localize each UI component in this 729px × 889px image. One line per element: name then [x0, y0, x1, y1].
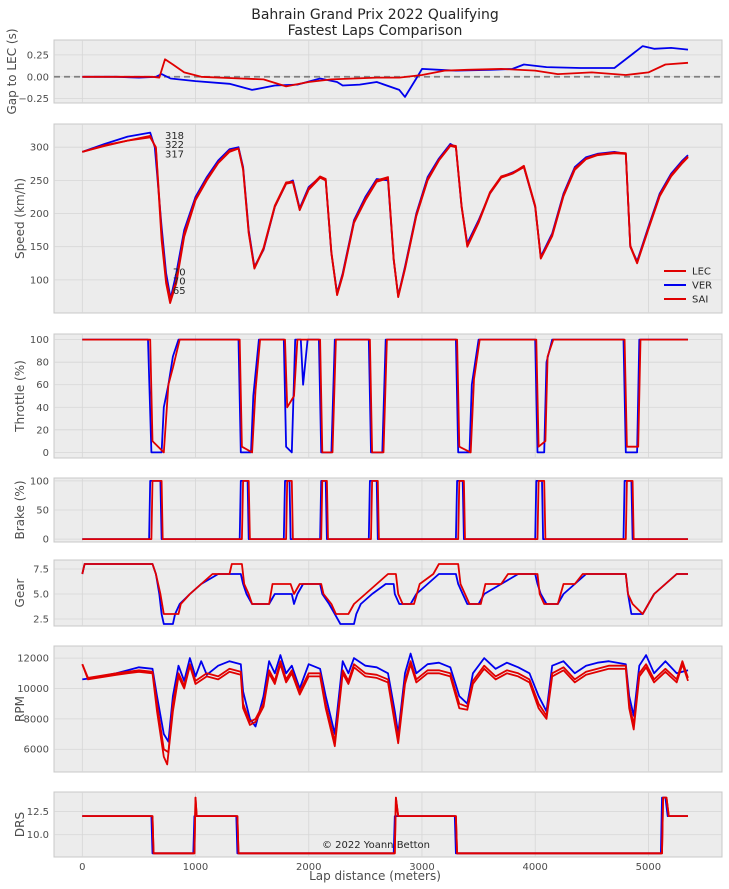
y-tick-label-throttle: 40 [36, 403, 49, 414]
y-tick-label-throttle: 60 [36, 380, 49, 391]
y-tick-label-rpm: 12000 [17, 654, 49, 665]
legend: LEC VER SAI [664, 267, 712, 306]
y-tick-label-speed: 300 [30, 143, 49, 154]
x-tick-label: 2000 [296, 862, 321, 873]
series-line-ver-rpm [82, 652, 689, 743]
y-axis-label-delta: Gap to LEC (s) [5, 28, 19, 114]
y-tick-label-speed: 150 [30, 242, 49, 253]
plot-area-drs [53, 791, 723, 858]
speed-annotation: 65 [173, 286, 186, 297]
y-tick-label-delta: −0.25 [18, 94, 49, 105]
speed-annotation: 70 [173, 267, 186, 278]
speed-annotation: 322 [165, 140, 184, 151]
y-tick-label-drs: 12.5 [27, 807, 49, 818]
x-tick-label: 1000 [183, 862, 208, 873]
plot-area-throttle [53, 333, 723, 459]
y-axis-label-throttle: Throttle (%) [13, 360, 27, 433]
panel-gear: 2.5 5.0 7.5 Gear [13, 559, 723, 627]
y-tick-label-gear: 5.0 [33, 590, 49, 601]
plot-area-delta [53, 39, 723, 104]
y-tick-label-brake: 100 [30, 476, 49, 487]
y-tick-label-delta: 0.00 [27, 72, 49, 83]
series-line-sai-drs [82, 796, 688, 855]
speed-annotation: 317 [165, 149, 184, 160]
plot-area-gear [53, 559, 723, 627]
y-tick-label-rpm: 8000 [24, 714, 49, 725]
legend-label-sai: SAI [692, 295, 708, 306]
panel-rpm: 6000 8000 10000 12000 RPM [13, 645, 723, 773]
y-tick-label-throttle: 0 [43, 448, 49, 459]
x-tick-label: 5000 [636, 862, 661, 873]
series-line-sai-delta [82, 58, 689, 88]
legend-label-ver: VER [692, 281, 712, 292]
x-tick-label: 3000 [409, 862, 434, 873]
series-line-sai-speed [82, 135, 689, 304]
y-tick-label-delta: 0.25 [27, 50, 49, 61]
chart-title: Bahrain Grand Prix 2022 Qualifying [251, 7, 499, 23]
y-tick-label-rpm: 10000 [17, 684, 49, 695]
chart-subtitle: Fastest Laps Comparison [288, 23, 463, 39]
series-line-ver-delta [82, 45, 689, 98]
y-tick-label-throttle: 80 [36, 358, 49, 369]
y-tick-label-gear: 7.5 [33, 565, 49, 576]
x-tick-label: 0 [79, 862, 85, 873]
y-axis-label-brake: Brake (%) [13, 480, 27, 539]
y-axis-label-gear: Gear [13, 578, 27, 607]
series-line-ver-throttle [82, 338, 688, 454]
speed-annotation: 318 [165, 131, 184, 142]
y-tick-label-speed: 100 [30, 275, 49, 286]
series-line-sai-rpm [81, 663, 689, 766]
speed-annotation: 70 [173, 277, 186, 288]
y-tick-label-rpm: 6000 [24, 745, 49, 756]
x-tick-label: 4000 [522, 862, 547, 873]
y-axis-label-rpm: RPM [13, 696, 27, 722]
copyright-text: © 2022 Yoann Betton [322, 840, 430, 851]
y-tick-label-speed: 200 [30, 209, 49, 220]
panel-throttle: 0 20 40 60 80 100 Throttle (%) [13, 333, 723, 459]
x-axis-label: Lap distance (meters) [309, 869, 441, 883]
y-tick-label-throttle: 100 [30, 335, 49, 346]
panel-delta: −0.25 0.00 0.25 Gap to LEC (s) [5, 28, 723, 115]
series-line-sai-throttle [82, 338, 688, 454]
y-tick-label-brake: 0 [43, 535, 49, 546]
y-tick-label-gear: 2.5 [33, 615, 49, 626]
y-tick-label-throttle: 20 [36, 425, 49, 436]
series-line-sai-gear [81, 563, 688, 615]
legend-label-lec: LEC [692, 267, 711, 278]
y-tick-label-drs: 10.0 [27, 830, 49, 841]
y-axis-label-drs: DRS [13, 812, 27, 837]
series-line-sai-brake [82, 480, 688, 540]
y-tick-label-speed: 250 [30, 176, 49, 187]
y-axis-label-speed: Speed (km/h) [13, 178, 27, 259]
y-tick-label-brake: 50 [36, 506, 49, 517]
